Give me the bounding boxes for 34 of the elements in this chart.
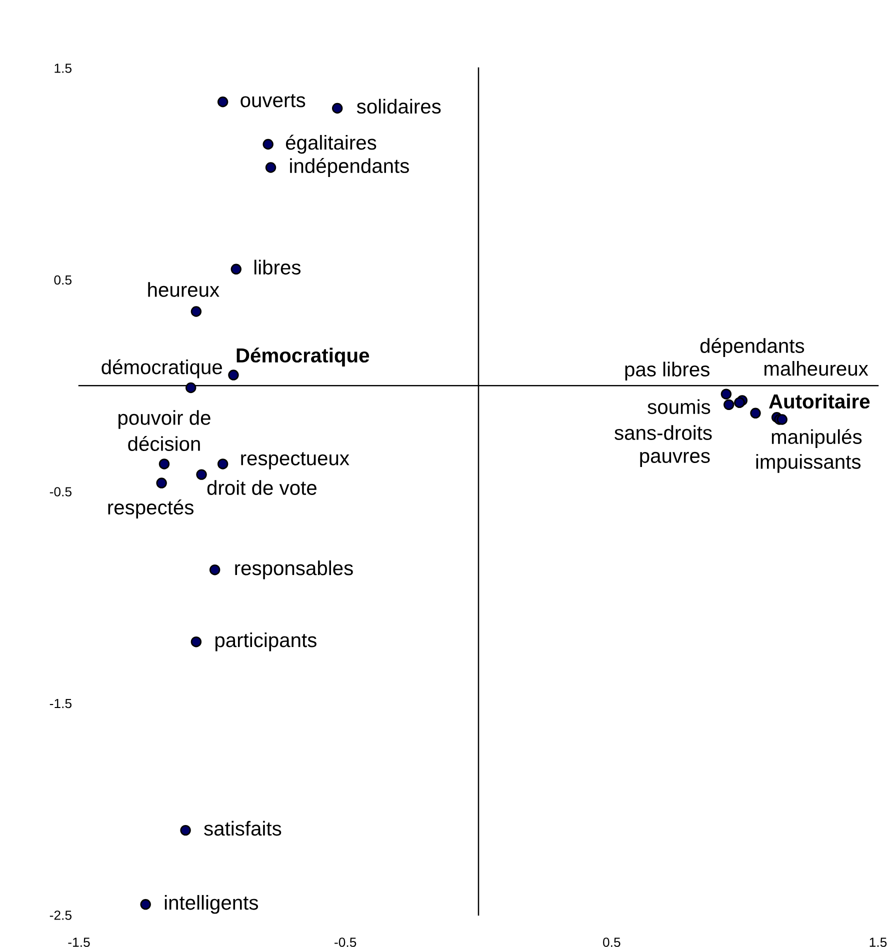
annotation: droit de vote [207, 480, 316, 495]
annotation: intelligents [164, 895, 258, 914]
annotation: dépendants [700, 338, 804, 357]
annotation: participants [215, 632, 316, 652]
annotation: impuissants [756, 454, 861, 473]
annotation: démocratique [102, 359, 222, 378]
y-tick-label: -2.5 [50, 910, 72, 920]
annotation: sans-droits [614, 425, 712, 440]
annotation: libres [254, 260, 301, 275]
annotation: soumis [648, 399, 710, 414]
annotation: pauvres [640, 452, 710, 467]
x-tick-label: -1.5 [68, 938, 90, 947]
annotation: manipulés [772, 429, 862, 448]
x-tick-label: 0.5 [603, 938, 620, 947]
x-tick-label: 1.5 [870, 938, 887, 947]
y-tick-label: -0.5 [50, 487, 72, 496]
y-tick-label: 1.5 [54, 64, 72, 73]
annotation: respectés [108, 500, 194, 519]
annotation: pouvoir de décision [118, 410, 210, 451]
annotation: malheureux [764, 361, 868, 376]
annotation: ouverts [240, 94, 306, 108]
annotation: respectueux [241, 452, 350, 470]
annotation: satisfaits [204, 820, 282, 836]
x-tick-label: -0.5 [334, 938, 356, 947]
annotation: Démocratique [236, 348, 370, 367]
annotation: égalitaires [286, 134, 376, 154]
annotation: Autoritaire [768, 394, 870, 409]
y-tick-label: -1.5 [50, 698, 72, 708]
annotation: responsables [235, 560, 353, 580]
annotation: heureux [148, 282, 220, 297]
y-tick-label: 0.5 [54, 275, 72, 285]
annotation: solidaires [356, 98, 441, 114]
annotation: pas libres [625, 362, 710, 380]
annotation: indépendants [290, 158, 409, 178]
